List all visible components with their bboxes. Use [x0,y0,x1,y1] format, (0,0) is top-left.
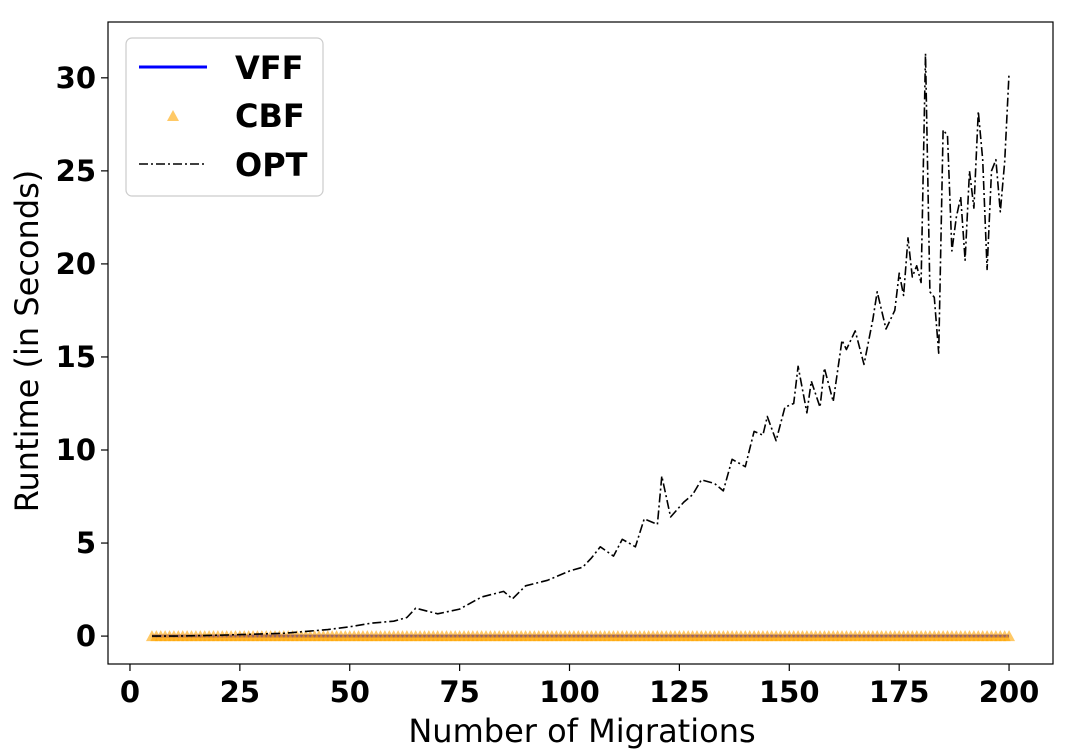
x-tick-label: 50 [330,675,370,709]
cbf-point [1003,630,1016,642]
x-tick-label: 0 [120,675,140,709]
x-tick-label: 75 [439,675,479,709]
x-tick-label: 100 [539,675,600,709]
y-axis-label: Runtime (in Seconds) [8,170,46,513]
x-tick-label: 125 [649,675,710,709]
axes: 0 25 50 75 100 125 150 175 200 0 5 10 15 20 25 30 [56,21,1054,709]
y-tick-label: 10 [56,433,96,467]
y-tick-label: 25 [56,154,96,188]
legend-opt-label: OPT [235,146,308,184]
legend-cbf-swatch [167,110,179,121]
x-tick-label: 25 [220,675,260,709]
x-tick-label: 175 [869,675,930,709]
legend: VFF CBF OPT [125,37,324,197]
x-tick-label: 150 [759,675,820,709]
series-cbf [145,630,1016,642]
y-tick-label: 20 [56,247,96,281]
y-tick-label: 30 [56,61,96,95]
legend-vff-label: VFF [235,49,303,87]
plot-frame [107,21,1054,665]
y-tick-label: 15 [56,340,96,374]
y-tick-label: 5 [76,526,96,560]
series-opt-line [152,52,1010,637]
x-axis-label: Number of Migrations [408,712,755,750]
series-group [145,52,1016,642]
legend-box [125,37,324,197]
legend-cbf-label: CBF [235,97,305,135]
x-tick-label: 200 [979,675,1040,709]
plot-area [145,52,1016,642]
y-tick-label: 0 [76,619,96,653]
